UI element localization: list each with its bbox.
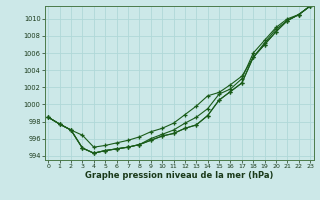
X-axis label: Graphe pression niveau de la mer (hPa): Graphe pression niveau de la mer (hPa) [85, 171, 273, 180]
